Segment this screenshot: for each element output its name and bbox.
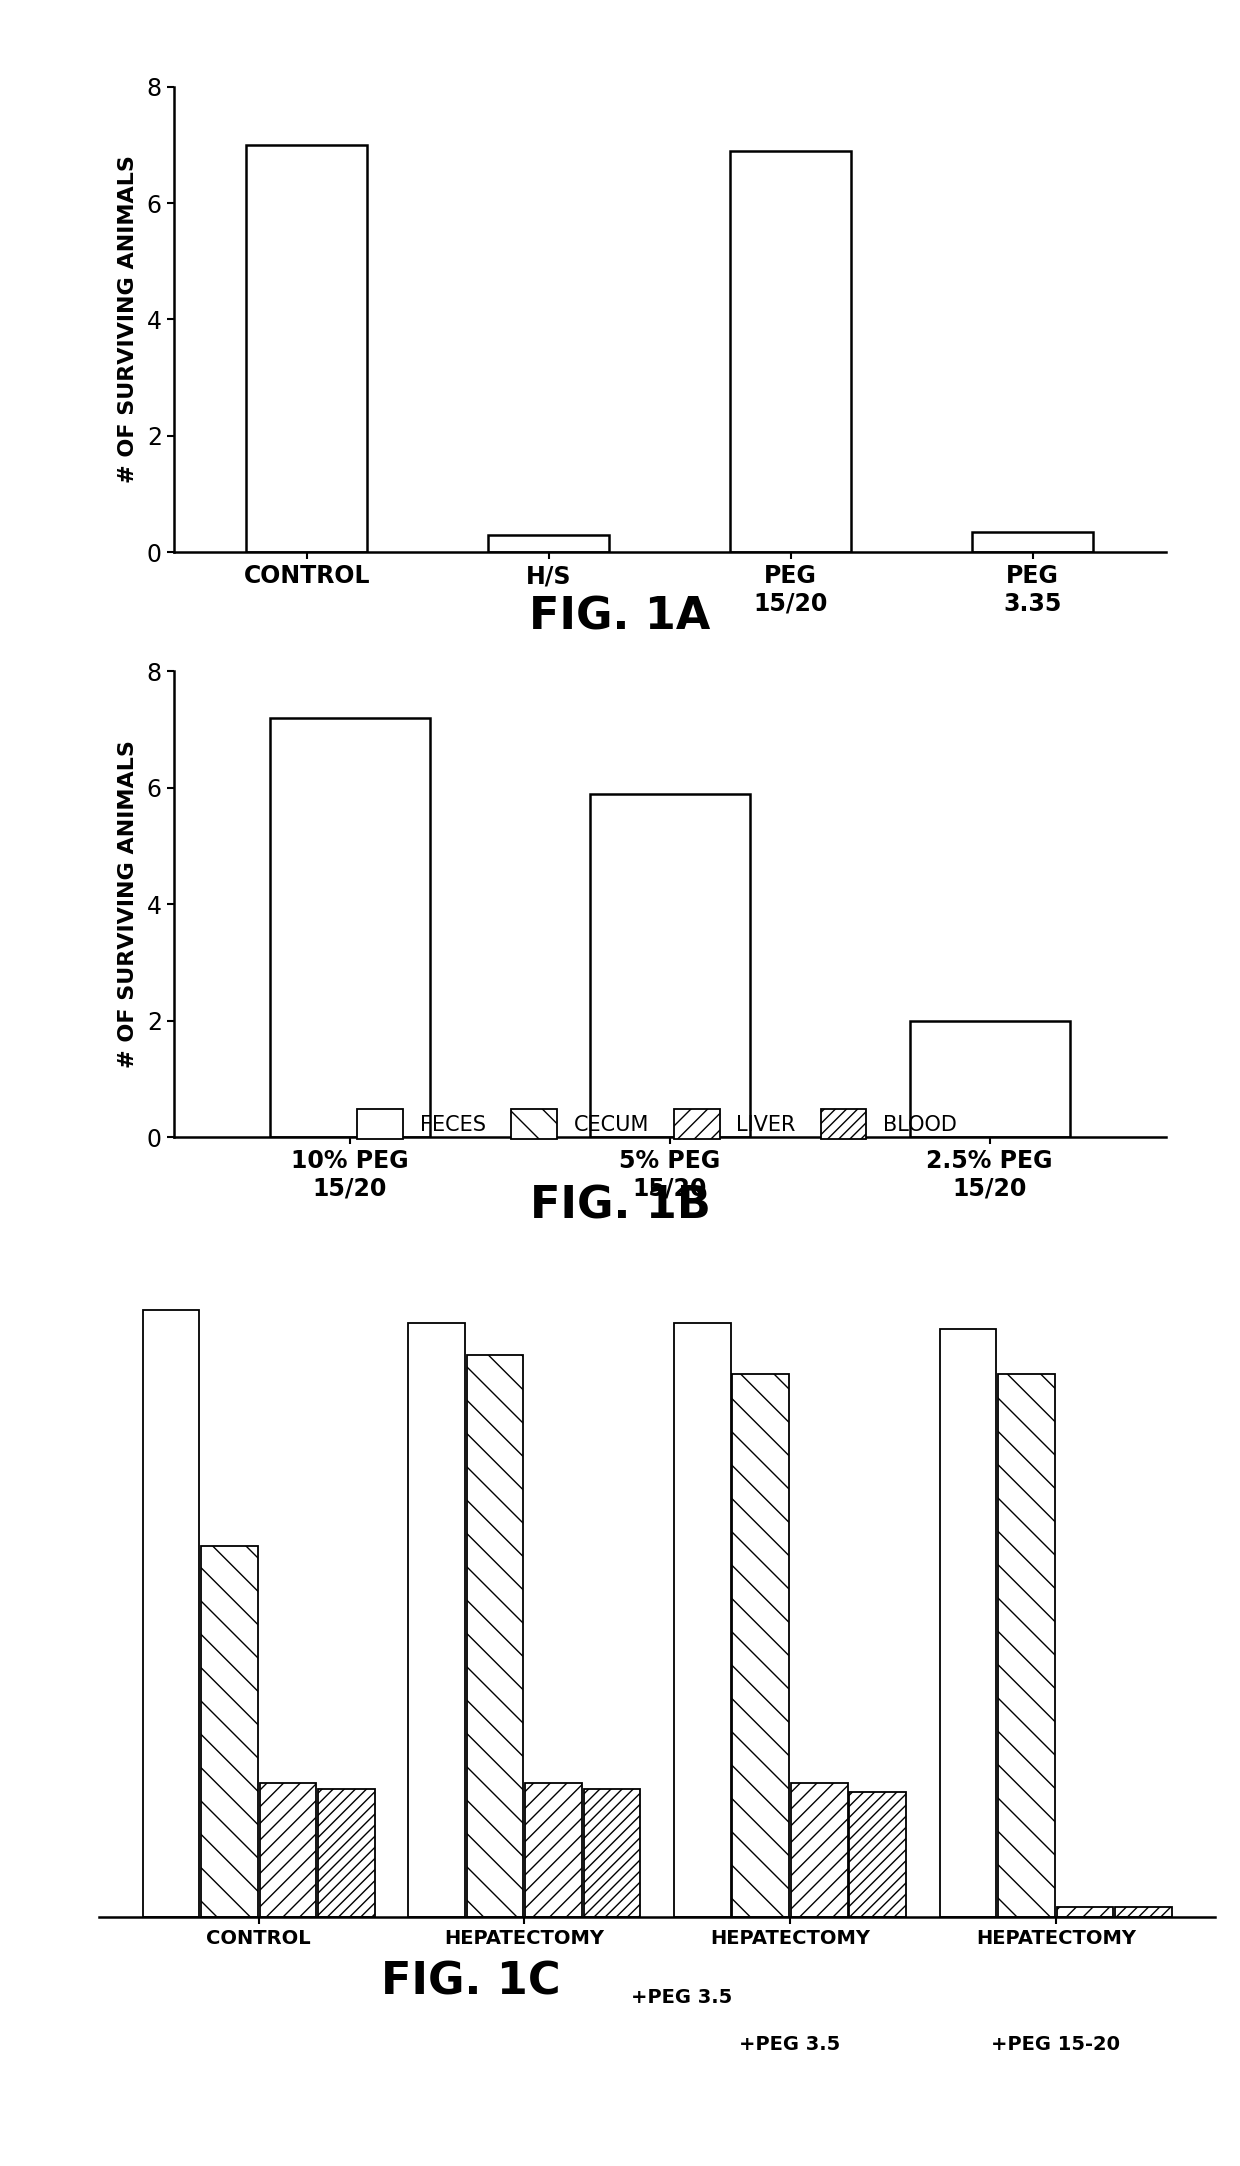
Bar	[269, 719, 429, 1137]
Bar	[408, 1323, 465, 1917]
Text: FIG. 1C: FIG. 1C	[382, 1960, 560, 2004]
Bar	[584, 1789, 640, 1917]
Bar	[910, 1020, 1070, 1137]
Bar	[489, 535, 609, 552]
Legend: FECES, CECUM, LIVER, BLOOD: FECES, CECUM, LIVER, BLOOD	[357, 1109, 957, 1139]
Bar	[143, 1310, 200, 1917]
Bar	[940, 1330, 997, 1917]
Bar	[1115, 1908, 1172, 1917]
Bar	[675, 1323, 730, 1917]
Bar	[526, 1783, 582, 1917]
Bar	[259, 1783, 316, 1917]
Y-axis label: # OF SURVIVING ANIMALS: # OF SURVIVING ANIMALS	[118, 741, 139, 1068]
Bar	[730, 152, 851, 552]
Bar	[247, 145, 367, 552]
Text: +PEG 15-20: +PEG 15-20	[991, 2036, 1120, 2053]
Text: FIG. 1A: FIG. 1A	[529, 596, 711, 639]
Bar	[849, 1791, 906, 1917]
Text: +PEG 3.5: +PEG 3.5	[739, 2036, 841, 2053]
Y-axis label: # OF SURVIVING ANIMALS: # OF SURVIVING ANIMALS	[118, 156, 139, 483]
Bar	[733, 1373, 789, 1917]
Text: FIG. 1B: FIG. 1B	[529, 1185, 711, 1228]
Bar	[201, 1547, 258, 1917]
Bar	[466, 1354, 523, 1917]
Bar	[972, 533, 1092, 552]
Text: +PEG 3.5: +PEG 3.5	[631, 1988, 733, 2006]
Bar	[1056, 1908, 1114, 1917]
Bar	[998, 1373, 1055, 1917]
Bar	[317, 1789, 374, 1917]
Bar	[589, 793, 750, 1137]
Bar	[791, 1783, 848, 1917]
